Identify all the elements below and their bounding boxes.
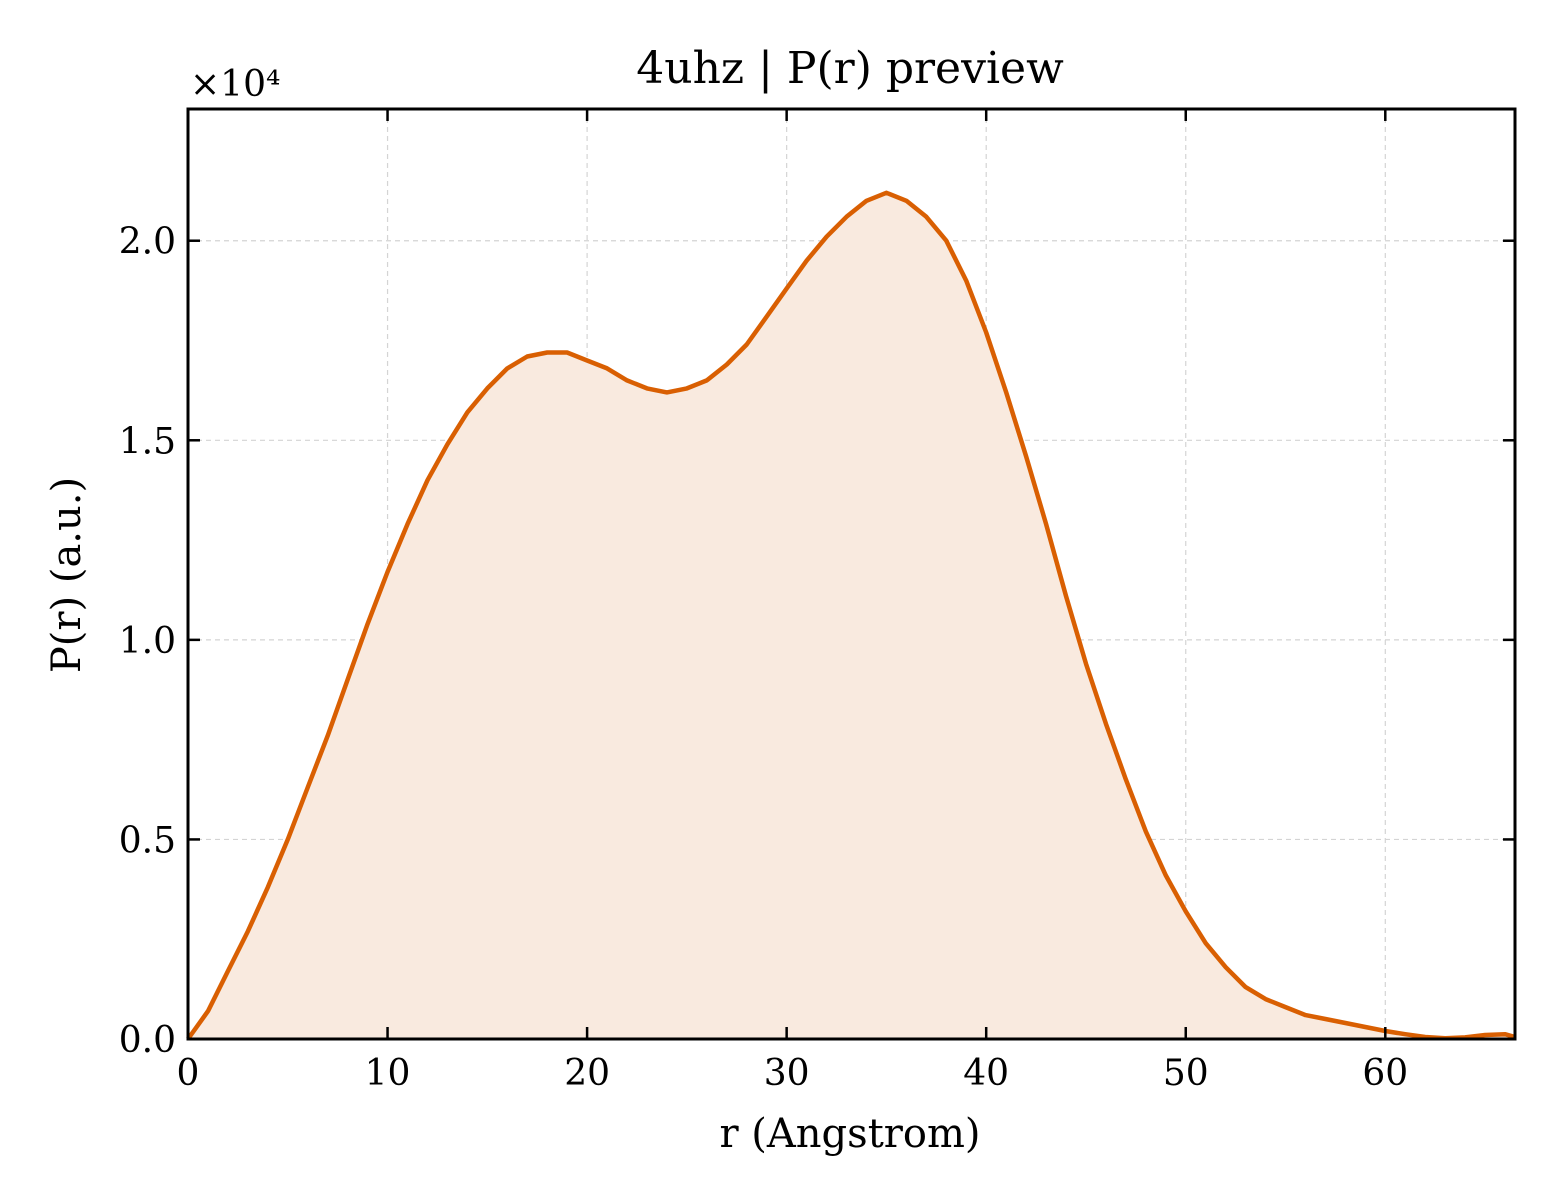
- x-tick-label: 60: [1362, 1053, 1408, 1094]
- y-tick-label: 0.0: [119, 1020, 176, 1061]
- x-tick-label: 10: [365, 1053, 411, 1094]
- x-tick-label: 40: [963, 1053, 1009, 1094]
- y-tick-label: 1.0: [119, 621, 176, 662]
- x-tick-label: 30: [764, 1053, 810, 1094]
- y-tick-label: 0.5: [119, 820, 176, 861]
- y-axis-scale-label: ×10⁴: [190, 64, 280, 105]
- x-tick-label: 50: [1163, 1053, 1209, 1094]
- y-tick-label: 1.5: [119, 421, 176, 462]
- series-area-fill: [188, 192, 1515, 1040]
- y-axis-ticks: 0.0 0.5 1.0 1.5 2.0: [119, 222, 1515, 1061]
- chart-title: 4uhz | P(r) preview: [636, 43, 1064, 94]
- x-tick-label: 20: [564, 1053, 610, 1094]
- series-line: [186, 190, 1516, 1041]
- x-axis-label: r (Angstrom): [719, 1111, 980, 1157]
- plot-frame: [186, 107, 1517, 1041]
- x-tick-label: 0: [177, 1053, 200, 1094]
- y-tick-label: 2.0: [119, 222, 176, 263]
- x-axis-ticks: 0 10 20 30 40 50 60: [177, 109, 1408, 1094]
- y-axis-label: P(r) (a.u.): [44, 477, 90, 673]
